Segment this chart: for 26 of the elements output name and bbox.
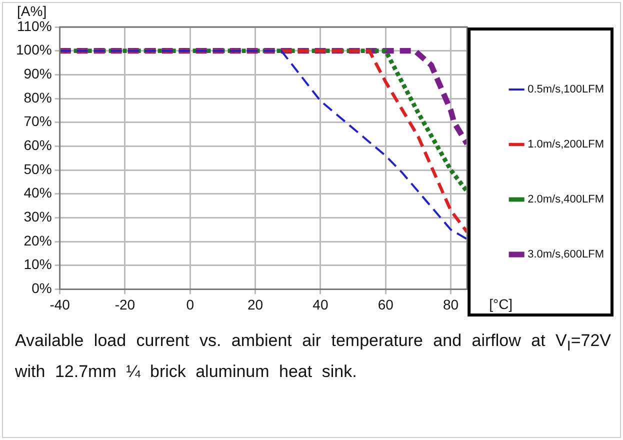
x-tick-label: 80 — [443, 296, 459, 312]
x-tick-label: 0 — [186, 296, 194, 312]
y-tick-label: 100% — [16, 42, 52, 58]
y-tick-label: 110% — [17, 18, 52, 34]
y-tick-label: 70% — [24, 113, 52, 130]
y-tick-label: 40% — [24, 184, 52, 201]
x-tick-label: -40 — [50, 296, 70, 312]
y-tick-label: 30% — [24, 208, 52, 225]
y-tick-label: 0% — [32, 280, 52, 296]
y-tick-label: 20% — [24, 232, 52, 248]
x-tick-label: 40 — [312, 296, 328, 312]
y-axis-title: [A%] — [17, 2, 47, 19]
legend-label: 1.0m/s,200LFM — [528, 138, 604, 151]
x-axis-title: [°C] — [489, 296, 513, 312]
x-tick-label: 20 — [248, 296, 264, 312]
y-tick-label: 80% — [24, 89, 52, 106]
legend-label: 3.0m/s,600LFM — [528, 248, 604, 261]
x-tick-label: -20 — [114, 296, 136, 312]
legend-label: 2.0m/s,400LFM — [528, 194, 604, 206]
legend-label: 0.5m/s,100LFM — [528, 84, 604, 96]
y-tick-label: 10% — [24, 256, 52, 272]
x-tick-label: 60 — [378, 296, 394, 312]
y-tick-label: 60% — [24, 137, 52, 154]
y-tick-label: 90% — [24, 66, 52, 82]
y-tick-label: 50% — [24, 160, 52, 177]
text: Available load current vs. ambient air temperature and airflow at V$_{I}$=72V with 12.7mm ¼ brick aluminum heat sink. — [15, 331, 611, 382]
